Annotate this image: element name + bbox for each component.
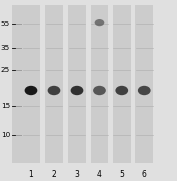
Text: 10: 10 [1, 132, 10, 138]
Text: 5: 5 [119, 170, 124, 179]
Bar [68, 5, 86, 163]
Text: 2: 2 [52, 170, 56, 179]
Bar [12, 5, 22, 163]
Ellipse shape [138, 86, 151, 95]
Text: 55: 55 [1, 21, 10, 28]
Text: 15: 15 [1, 103, 10, 109]
Ellipse shape [115, 86, 128, 95]
Bar [45, 5, 63, 163]
Text: 35: 35 [1, 45, 10, 51]
Text: 25: 25 [1, 67, 10, 73]
Bar [22, 5, 40, 163]
Ellipse shape [48, 86, 60, 95]
Text: 1: 1 [29, 170, 33, 179]
Text: 6: 6 [142, 170, 147, 179]
Ellipse shape [95, 19, 104, 26]
Ellipse shape [25, 86, 37, 95]
Bar [91, 5, 108, 163]
Text: 4: 4 [97, 170, 102, 179]
Text: 3: 3 [75, 170, 79, 179]
Ellipse shape [93, 86, 106, 95]
Bar [135, 5, 153, 163]
Bar [113, 5, 131, 163]
Ellipse shape [71, 86, 83, 95]
